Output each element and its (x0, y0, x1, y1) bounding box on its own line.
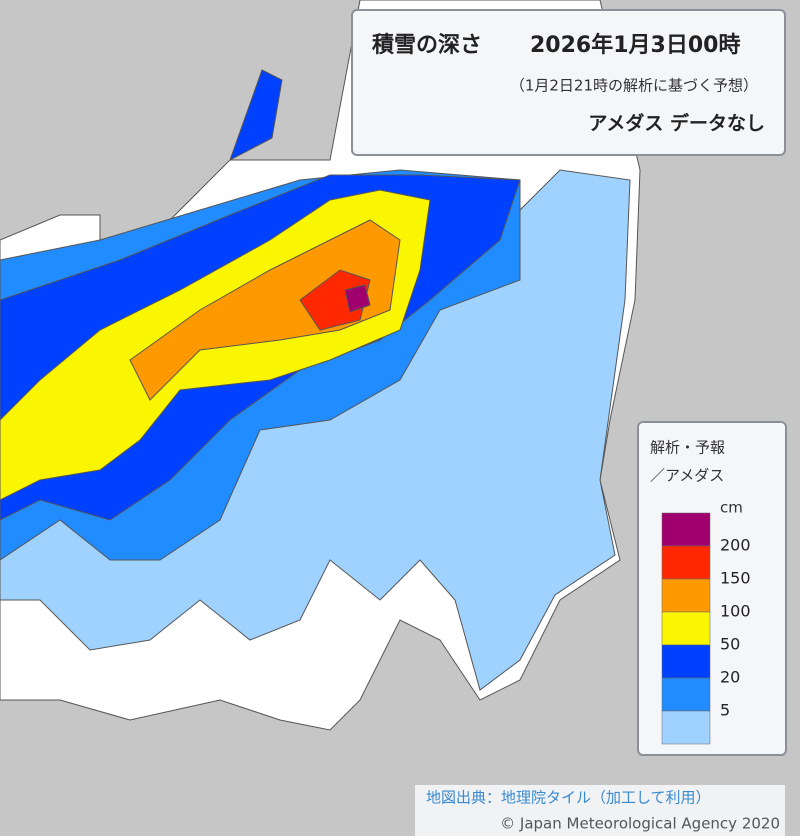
map-source: 地図出典：地理院タイル（加工して利用） (426, 789, 711, 807)
island (229, 69, 283, 162)
legend-swatch (661, 545, 711, 580)
legend-level: 5 (720, 701, 730, 720)
legend-unit: cm (720, 499, 743, 517)
legend-swatch (661, 710, 711, 745)
map (0, 0, 641, 731)
legend-level: 100 (720, 602, 751, 621)
legend-title: 解析・予報 (650, 439, 725, 457)
legend-level: 20 (720, 668, 740, 687)
credits-box (415, 785, 785, 836)
legend-swatch (661, 611, 711, 646)
basis: （1月2日21時の解析に基づく予想） (510, 77, 758, 95)
legend-swatch (661, 578, 711, 613)
legend-scale: 200 150 100 50 20 5 (661, 512, 751, 745)
datetime: 2026年1月3日00時 (530, 32, 740, 58)
legend-level: 50 (720, 635, 740, 654)
legend-level: 200 (720, 536, 751, 555)
legend-swatch (661, 644, 711, 679)
legend-subtitle: ／アメダス (650, 467, 724, 485)
legend-swatch (661, 677, 711, 712)
snow-150 (129, 219, 401, 401)
snow-top (344, 284, 371, 313)
amedas-note: アメダス データなし (588, 112, 765, 135)
legend-swatch (661, 512, 711, 547)
title-box (351, 9, 786, 156)
legend-level: 150 (720, 569, 751, 588)
copyright: © Japan Meteorological Agency 2020 (500, 815, 780, 833)
title: 積雪の深さ (372, 33, 482, 58)
